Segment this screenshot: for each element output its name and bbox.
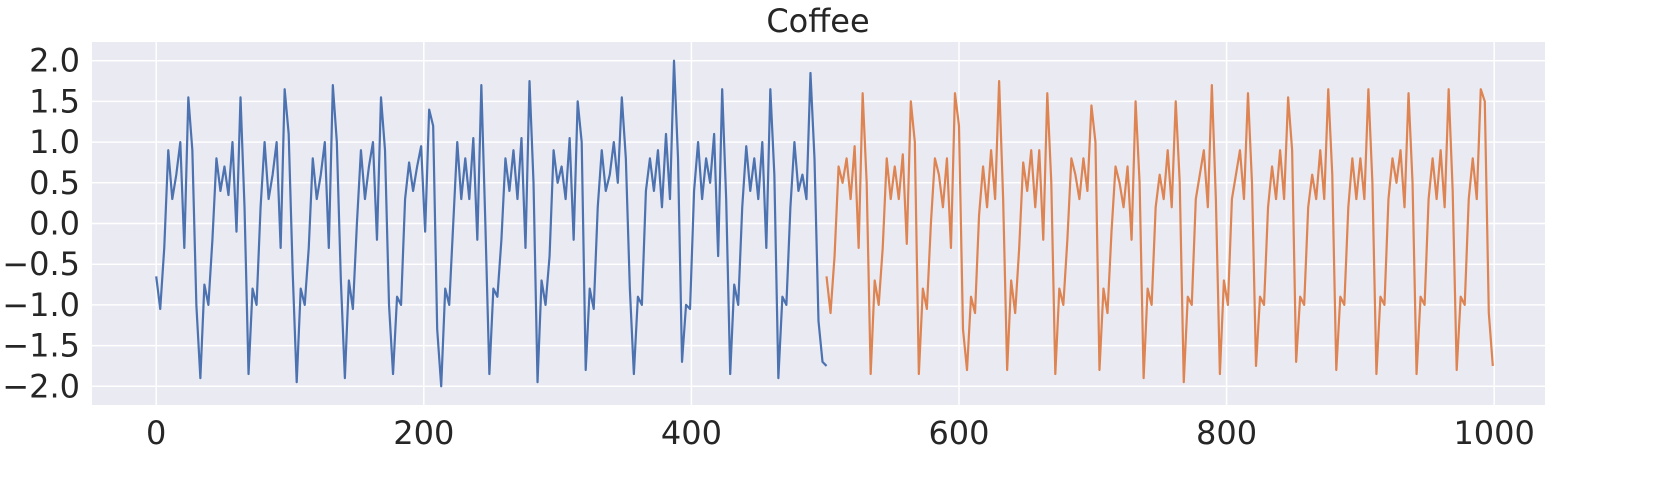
data-line bbox=[825, 79, 1494, 384]
y-tick-label: −1.0 bbox=[2, 286, 80, 324]
x-tick-label: 1000 bbox=[1453, 414, 1534, 452]
x-tick-label: 800 bbox=[1196, 414, 1257, 452]
y-tick-label: −1.5 bbox=[2, 327, 80, 365]
y-tick-label: 1.5 bbox=[29, 82, 80, 120]
data-line bbox=[155, 59, 828, 388]
y-tick-label: 1.0 bbox=[29, 123, 80, 161]
x-tick-label: 600 bbox=[928, 414, 989, 452]
y-tick-label: 0.0 bbox=[29, 205, 80, 243]
y-tick-label: −2.0 bbox=[2, 367, 80, 405]
y-tick-label: 0.5 bbox=[29, 164, 80, 202]
x-tick-label: 400 bbox=[661, 414, 722, 452]
chart-title: Coffee bbox=[766, 2, 869, 40]
x-tick-label: 200 bbox=[393, 414, 454, 452]
y-tick-label: −0.5 bbox=[2, 245, 80, 283]
x-tick-label: 0 bbox=[146, 414, 166, 452]
y-tick-label: 2.0 bbox=[29, 42, 80, 80]
